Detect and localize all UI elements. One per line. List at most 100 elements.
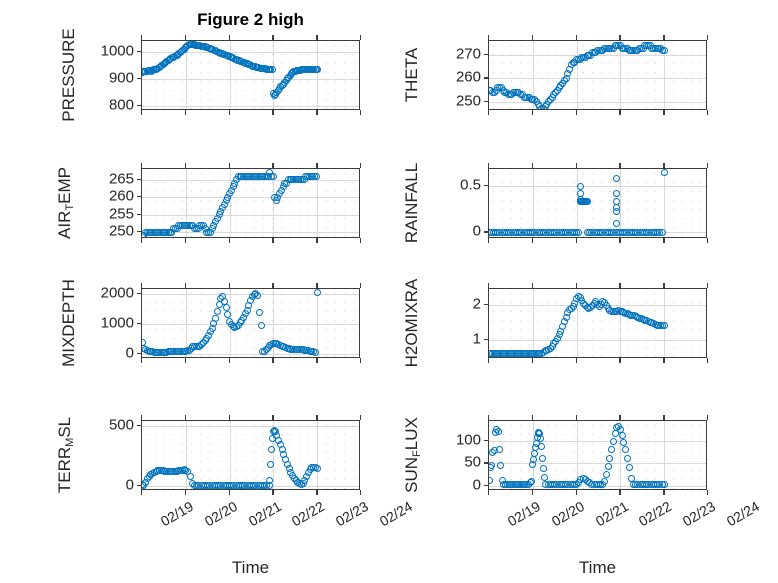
x-tick-mark-top <box>184 415 187 420</box>
x-tick-mark <box>488 110 490 115</box>
y-axis-label-r1c1: RAINFALL <box>402 162 421 244</box>
gridline-horizontal <box>489 78 706 80</box>
x-tick-mark <box>141 358 143 363</box>
gridline-vertical <box>620 289 622 357</box>
y-tick-label: 0 <box>125 344 134 362</box>
data-point <box>255 308 263 316</box>
x-tick-mark <box>272 238 274 243</box>
plot-area <box>489 169 706 237</box>
gridline-vertical <box>576 289 578 357</box>
y-tick-label: 2 <box>472 295 481 313</box>
data-point <box>311 348 319 356</box>
gridline-vertical <box>532 289 534 357</box>
y-tick-mark <box>484 100 489 103</box>
x-tick-mark <box>360 490 362 495</box>
x-tick-mark-top <box>619 415 621 420</box>
gridline-vertical <box>273 289 275 357</box>
gridline-vertical <box>229 169 231 237</box>
x-tick-mark <box>360 358 362 363</box>
x-tick-label: 02/20 <box>201 498 240 530</box>
data-series <box>489 289 706 357</box>
panel-r3c0 <box>141 420 360 490</box>
y-tick-mark <box>137 231 142 233</box>
data-series <box>489 421 706 489</box>
data-point <box>625 464 633 472</box>
minor-grid <box>489 169 706 237</box>
x-tick-mark <box>228 490 230 495</box>
y-tick-mark <box>137 77 142 80</box>
data-point <box>267 460 275 468</box>
x-tick-mark <box>184 110 187 115</box>
y-tick-label: 0.5 <box>460 176 481 194</box>
x-tick-mark <box>575 490 577 495</box>
x-tick-mark <box>272 358 274 363</box>
y-tick-label: 250 <box>455 92 481 110</box>
panel-r2c0 <box>141 288 360 358</box>
x-tick-mark-top <box>619 35 621 40</box>
x-tick-mark-top <box>184 163 187 168</box>
x-tick-mark <box>141 490 143 495</box>
x-tick-mark <box>272 490 274 495</box>
y-axis-label-r0c1: THETA <box>402 47 421 103</box>
y-tick-label: 800 <box>108 96 134 114</box>
x-tick-mark-top <box>707 283 709 288</box>
plot-area <box>142 41 359 109</box>
data-point <box>269 172 277 180</box>
plot-area <box>142 169 359 237</box>
y-tick-mark <box>137 213 142 215</box>
x-tick-label: 02/22 <box>289 498 328 530</box>
gridline-vertical <box>664 421 666 489</box>
y-tick-mark <box>484 184 489 187</box>
gridline-horizontal <box>142 232 359 233</box>
gridline-horizontal <box>142 197 359 198</box>
data-point <box>528 477 536 485</box>
gridline-vertical <box>185 421 187 489</box>
data-point <box>576 189 584 197</box>
y-tick-label: 260 <box>108 187 134 205</box>
x-tick-mark-top <box>316 415 318 420</box>
gridline-horizontal <box>142 353 359 355</box>
data-point <box>254 291 262 299</box>
y-tick-label: 50 <box>464 453 481 471</box>
data-point <box>186 472 194 480</box>
x-tick-mark-top <box>488 283 490 288</box>
x-tick-label: 02/22 <box>636 498 675 530</box>
gridline-vertical <box>273 421 275 489</box>
data-point <box>583 198 591 206</box>
gridline-vertical <box>532 41 534 109</box>
plot-area <box>142 421 359 489</box>
x-tick-mark <box>272 110 274 115</box>
y-tick-mark <box>137 322 142 324</box>
x-tick-mark-top <box>272 35 274 40</box>
x-tick-mark-top <box>316 283 318 288</box>
y-tick-label: 1000 <box>100 42 134 60</box>
gridline-horizontal <box>142 105 359 107</box>
gridline-vertical <box>532 169 534 237</box>
x-tick-mark-top <box>228 163 230 168</box>
x-tick-mark <box>575 110 577 115</box>
x-tick-mark-top <box>228 415 230 420</box>
x-tick-mark <box>316 358 318 363</box>
x-tick-mark-top <box>575 415 577 420</box>
y-tick-label: 900 <box>108 69 134 87</box>
x-tick-mark <box>531 110 534 115</box>
data-point <box>222 303 230 311</box>
x-tick-label: 02/19 <box>504 498 544 530</box>
data-point <box>266 477 274 485</box>
y-axis-label-r3c1: SUNFLUX <box>402 417 423 493</box>
y-tick-mark <box>137 424 142 427</box>
x-tick-mark <box>184 490 187 495</box>
data-point <box>313 464 321 472</box>
data-point <box>268 66 276 74</box>
gridline-horizontal <box>142 78 359 80</box>
y-tick-label: 265 <box>108 170 134 187</box>
x-tick-mark-top <box>663 415 665 420</box>
data-series <box>142 41 359 109</box>
y-axis-label-r1c0: AIRTEMP <box>55 167 76 239</box>
x-tick-mark <box>316 490 318 495</box>
y-tick-mark <box>137 104 142 106</box>
panel-r3c1 <box>488 420 707 490</box>
data-point <box>609 437 617 445</box>
y-tick-label: 1 <box>472 330 481 348</box>
x-tick-mark-top <box>707 163 709 168</box>
